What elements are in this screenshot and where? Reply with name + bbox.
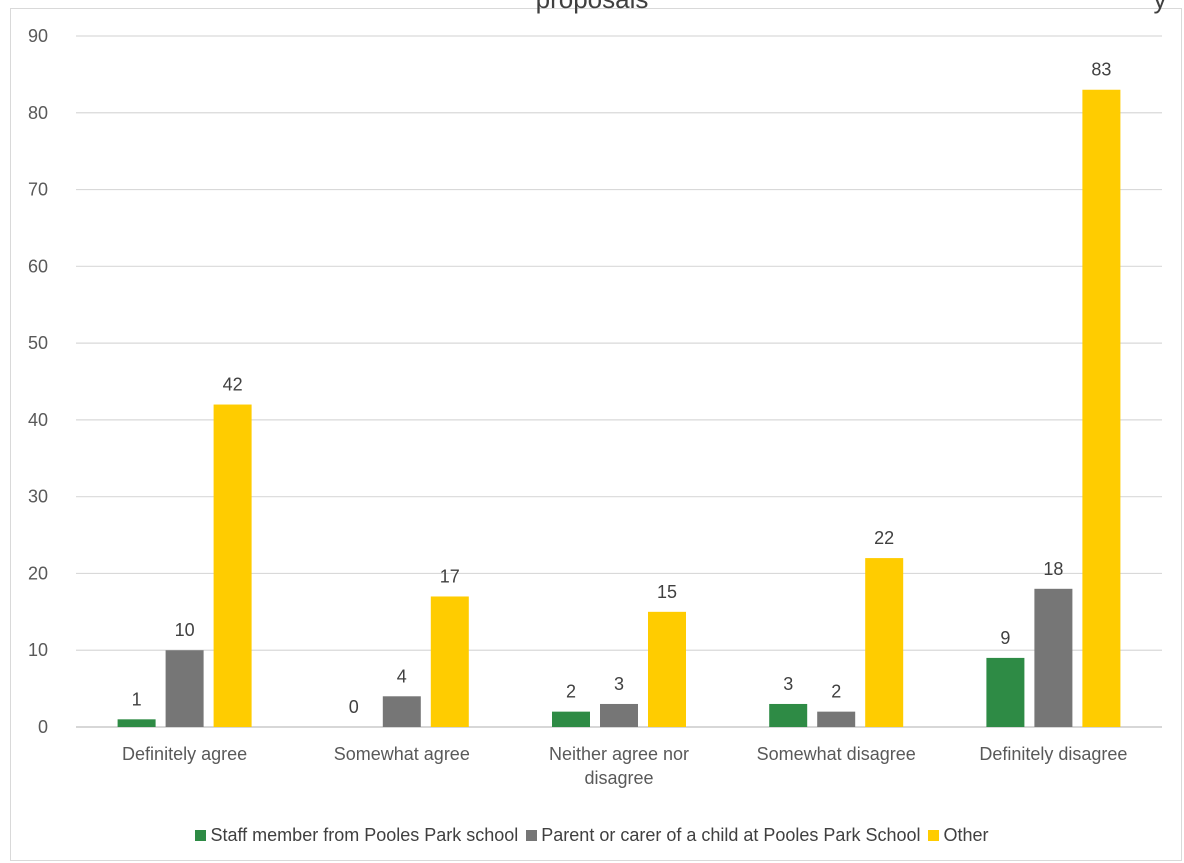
legend-swatch [928, 829, 940, 841]
bar [552, 711, 590, 727]
y-tick-label: 30 [28, 487, 48, 507]
bar [865, 558, 904, 727]
data-label: 1 [132, 689, 142, 709]
data-label: 42 [223, 375, 243, 395]
x-tick-label: Somewhat disagree [757, 744, 916, 764]
data-label: 3 [614, 674, 624, 694]
y-tick-label: 80 [28, 103, 48, 123]
x-tick-label-line: Neither agree nor [549, 744, 689, 764]
legend: Staff member from Pooles Park school Pare… [0, 822, 1184, 848]
data-label: 18 [1043, 559, 1063, 579]
x-tick-label-line: Definitely disagree [979, 744, 1127, 764]
data-label: 0 [349, 697, 359, 717]
data-label: 83 [1091, 60, 1111, 80]
y-tick-label: 60 [28, 256, 48, 276]
bar [430, 596, 469, 727]
data-label: 2 [831, 682, 841, 702]
bar [213, 404, 252, 727]
legend-label: Parent or carer of a child at Pooles Par… [541, 824, 921, 845]
x-tick-label: Neither agree nor disagree [549, 744, 689, 788]
bar [382, 696, 421, 727]
gridlines [76, 35, 1162, 728]
x-axis-ticks: Definitely agree Somewhat agree Neither ag… [122, 744, 1127, 788]
chart-title-right-fragment: y [1154, 0, 1167, 14]
x-tick-label: Somewhat agree [334, 744, 470, 764]
x-tick-label: Definitely disagree [979, 744, 1127, 764]
data-label: 10 [175, 620, 195, 640]
bar [600, 703, 638, 727]
bars [117, 89, 1121, 727]
y-tick-label: 0 [38, 717, 48, 737]
bar [648, 611, 686, 727]
data-label: 22 [874, 528, 894, 548]
bar [1034, 588, 1073, 727]
data-label: 9 [1000, 628, 1010, 648]
x-tick-label-line: Somewhat disagree [757, 744, 916, 764]
data-label: 17 [440, 566, 460, 586]
legend-item: Other [928, 824, 989, 846]
y-tick-label: 40 [28, 410, 48, 430]
bar [165, 650, 204, 727]
legend-swatch [195, 829, 207, 841]
data-label: 15 [657, 582, 677, 602]
x-tick-label-line: Somewhat agree [334, 744, 470, 764]
x-tick-label-line: Definitely agree [122, 744, 247, 764]
bar [817, 711, 856, 727]
legend-swatch [526, 829, 538, 841]
legend-label: Other [943, 824, 989, 845]
legend-item: Parent or carer of a child at Pooles Par… [526, 825, 920, 846]
bar [1082, 89, 1121, 727]
y-tick-label: 50 [28, 333, 48, 353]
y-tick-label: 90 [28, 26, 48, 46]
bar [986, 657, 1025, 727]
legend-label: Staff member from Pooles Park school [210, 824, 519, 845]
data-label: 4 [397, 666, 407, 686]
data-label: 3 [783, 674, 793, 694]
y-tick-label: 70 [28, 180, 48, 200]
chart-title-fragment: proposals [536, 0, 649, 14]
legend-item: Staff member from Pooles Park school [195, 825, 518, 846]
bar [117, 719, 156, 727]
y-axis-ticks: 0 10 20 30 40 50 60 70 80 90 [28, 26, 48, 737]
y-tick-label: 20 [28, 563, 48, 583]
bar [769, 703, 808, 727]
y-tick-label: 10 [28, 640, 48, 660]
x-tick-label: Definitely agree [122, 744, 247, 764]
data-label: 2 [566, 682, 576, 702]
x-tick-label-line: disagree [584, 768, 653, 788]
